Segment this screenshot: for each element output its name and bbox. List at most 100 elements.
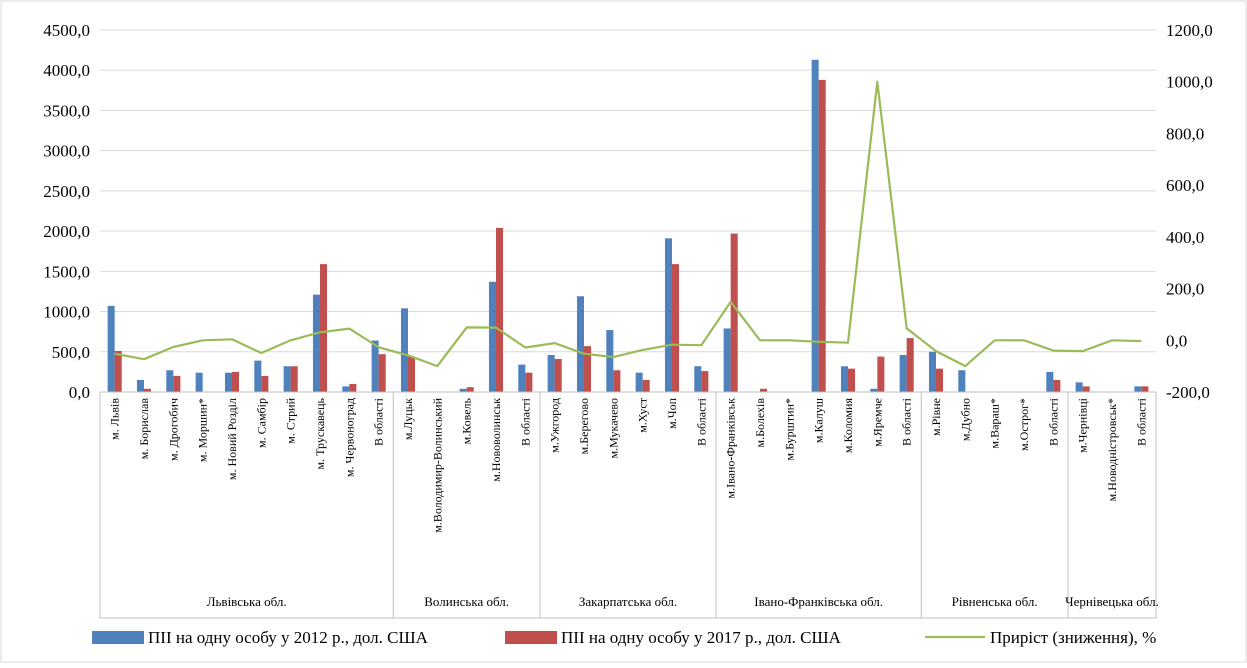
y-left-tick-label: 2500,0 — [43, 182, 90, 201]
y-right-tick-label: 200,0 — [1166, 280, 1204, 299]
bar-2012 — [284, 366, 291, 392]
category-label: м. Моршин* — [196, 398, 210, 462]
category-label: м.Чоп — [665, 397, 679, 428]
y-left-tick-label: 2000,0 — [43, 222, 90, 241]
y-left-tick-label: 0,0 — [69, 383, 90, 402]
category-label: В області — [900, 397, 914, 446]
y-right-tick-label: 400,0 — [1166, 228, 1204, 247]
y-left-tick-label: 4000,0 — [43, 61, 90, 80]
category-label: м. Стрий — [284, 397, 298, 443]
bar-2012 — [900, 355, 907, 392]
bar-2012 — [313, 295, 320, 392]
y-left-tick-label: 4500,0 — [43, 21, 90, 40]
legend-label-2017: ПІІ на одну особу у 2017 р., дол. США — [561, 628, 842, 647]
group-label: Івано-Франківська обл. — [754, 594, 883, 609]
bar-2017 — [261, 376, 268, 392]
bar-2017 — [1083, 386, 1090, 392]
category-label: м.Берегово — [577, 398, 591, 454]
category-label: м.Новодністровськ* — [1105, 398, 1119, 501]
category-label: м. Самбір — [254, 398, 268, 448]
category-label: м.Луцьк — [401, 398, 415, 440]
bar-2017 — [115, 351, 122, 392]
bar-2012 — [548, 355, 555, 392]
bar-2017 — [496, 228, 503, 392]
bar-2017 — [555, 359, 562, 392]
category-label: м. Новий Розділ — [225, 398, 239, 480]
bar-2012 — [225, 373, 232, 392]
bar-2012 — [401, 308, 408, 392]
bar-2012 — [841, 366, 848, 392]
y-left-tick-label: 1500,0 — [43, 262, 90, 281]
bar-2017 — [349, 384, 356, 392]
bar-2017 — [467, 387, 474, 392]
y-right-tick-label: 1000,0 — [1166, 73, 1213, 92]
group-label: Волинська обл. — [424, 594, 509, 609]
category-label: м.Бурштин* — [782, 398, 796, 461]
bar-2017 — [525, 373, 532, 392]
bar-2017 — [907, 338, 914, 392]
category-label: В області — [1134, 397, 1148, 446]
category-label: м. Дрогобич — [166, 398, 180, 461]
bar-2017 — [877, 357, 884, 392]
category-label: м.Яремче — [870, 398, 884, 447]
y-right-tick-label: 800,0 — [1166, 124, 1204, 143]
y-right-tick-label: 0,0 — [1166, 331, 1187, 350]
category-label: м.Нововолинськ — [489, 398, 503, 482]
category-label: м.Володимир-Волинський — [430, 397, 444, 532]
y-right-tick-label: 1200,0 — [1166, 21, 1213, 40]
bar-2017 — [848, 369, 855, 392]
bar-2017 — [819, 80, 826, 392]
bar-2017 — [173, 376, 180, 392]
bar-2017 — [731, 234, 738, 392]
category-label: м.Івано-Франківськ — [724, 398, 738, 499]
category-label: м.Болехів — [753, 398, 767, 448]
bar-2012 — [636, 373, 643, 392]
bar-2017 — [1053, 380, 1060, 392]
bar-2012 — [665, 238, 672, 392]
y-left-tick-label: 500,0 — [52, 343, 90, 362]
category-label: м.Вараш* — [988, 398, 1002, 449]
bar-2017 — [232, 372, 239, 392]
category-label: м. Трускавець — [313, 397, 327, 469]
bar-2017 — [379, 354, 386, 392]
bar-2017 — [672, 264, 679, 392]
bar-2017 — [1141, 386, 1148, 392]
legend-label-2012: ПІІ на одну особу у 2012 р., дол. США — [148, 628, 429, 647]
bar-2017 — [320, 264, 327, 392]
bar-2012 — [196, 373, 203, 392]
category-label: В області — [694, 397, 708, 446]
bar-2017 — [408, 357, 415, 392]
bar-2017 — [613, 370, 620, 392]
legend-swatch-2012 — [92, 631, 144, 644]
legend-label-growth: Приріст (зниження), % — [990, 628, 1156, 647]
bar-2012 — [694, 366, 701, 392]
group-label: Закарпатська обл. — [579, 594, 677, 609]
category-label: м.Рівне — [929, 398, 943, 436]
category-label: м.Ужгород — [548, 398, 562, 453]
category-label: м.Чернівці — [1076, 397, 1090, 453]
legend: ПІІ на одну особу у 2012 р., дол. США ПІІ… — [92, 628, 1156, 647]
bar-2012 — [1134, 386, 1141, 392]
category-label: В області — [518, 397, 532, 446]
y-right-tick-label: 600,0 — [1166, 176, 1204, 195]
category-label: В області — [372, 397, 386, 446]
y-left-tick-label: 3000,0 — [43, 142, 90, 161]
category-label: м.Острог* — [1017, 398, 1031, 451]
bar-2012 — [166, 370, 173, 392]
y-right-tick-label: -200,0 — [1166, 383, 1210, 402]
bar-2012 — [929, 352, 936, 392]
bar-2017 — [291, 366, 298, 392]
category-label: м. Борислав — [137, 398, 151, 460]
bar-2012 — [518, 365, 525, 392]
bar-2012 — [137, 380, 144, 392]
bar-2017 — [701, 371, 708, 392]
category-label: м.Мукачево — [606, 398, 620, 458]
legend-swatch-2017 — [505, 631, 557, 644]
category-label: м.Ковель — [460, 397, 474, 444]
bar-2012 — [577, 296, 584, 392]
category-label: В області — [1046, 397, 1060, 446]
category-label: м.Коломия — [841, 398, 855, 454]
